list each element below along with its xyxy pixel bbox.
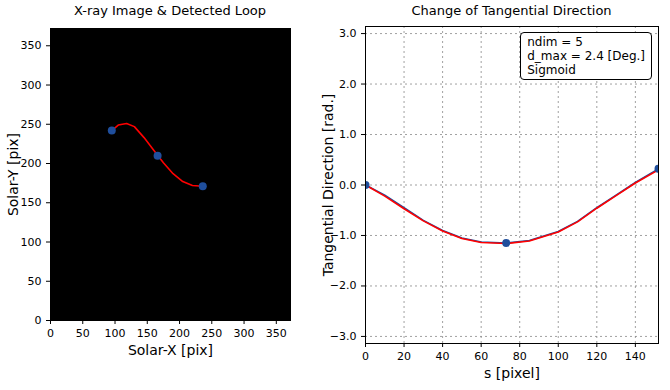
svg-text:150: 150: [137, 327, 158, 340]
svg-text:−2.0: −2.0: [330, 279, 357, 292]
svg-text:80: 80: [513, 350, 527, 363]
svg-text:40: 40: [436, 350, 450, 363]
svg-text:Solar-Y [pix]: Solar-Y [pix]: [5, 133, 21, 216]
html-text:ndim = 5 d_max = 2.4 [Deg.] Si: ndim = 5 d_max = 2.4 [Deg.] Sigmoid: [527, 35, 645, 77]
svg-text:100: 100: [105, 327, 126, 340]
svg-text:350: 350: [21, 39, 42, 52]
svg-text:−3.0: −3.0: [330, 330, 357, 343]
svg-text:0: 0: [47, 327, 54, 340]
svg-text:s [pixel]: s [pixel]: [484, 365, 540, 381]
svg-text:300: 300: [21, 79, 42, 92]
svg-text:140: 140: [625, 350, 646, 363]
svg-text:200: 200: [21, 157, 42, 170]
svg-text:250: 250: [21, 118, 42, 131]
html-text:X-ray Image & Detected Loop: X-ray Image & Detected Loop: [73, 3, 266, 18]
svg-text:300: 300: [234, 327, 255, 340]
svg-text:1.0: 1.0: [339, 128, 357, 141]
svg-text:250: 250: [201, 327, 222, 340]
svg-text:350: 350: [266, 327, 287, 340]
svg-text:100: 100: [21, 236, 42, 249]
svg-text:20: 20: [397, 350, 411, 363]
svg-text:Tangential Direction [rad.]: Tangential Direction [rad.]: [320, 94, 336, 278]
svg-text:200: 200: [169, 327, 190, 340]
svg-text:100: 100: [548, 350, 569, 363]
svg-text:−1.0: −1.0: [329, 229, 357, 242]
html-text:Change of Tangential Direction: Change of Tangential Direction: [411, 3, 612, 18]
svg-text:50: 50: [76, 327, 90, 340]
svg-text:2.0: 2.0: [339, 78, 357, 91]
svg-text:0: 0: [35, 314, 42, 327]
svg-text:50: 50: [28, 275, 42, 288]
svg-text:120: 120: [586, 350, 607, 363]
svg-text:Solar-X [pix]: Solar-X [pix]: [128, 342, 213, 358]
svg-text:150: 150: [21, 196, 42, 209]
svg-text:60: 60: [474, 350, 488, 363]
svg-text:3.0: 3.0: [339, 27, 357, 40]
svg-text:0: 0: [362, 350, 369, 363]
svg-text:0.0: 0.0: [339, 179, 357, 192]
